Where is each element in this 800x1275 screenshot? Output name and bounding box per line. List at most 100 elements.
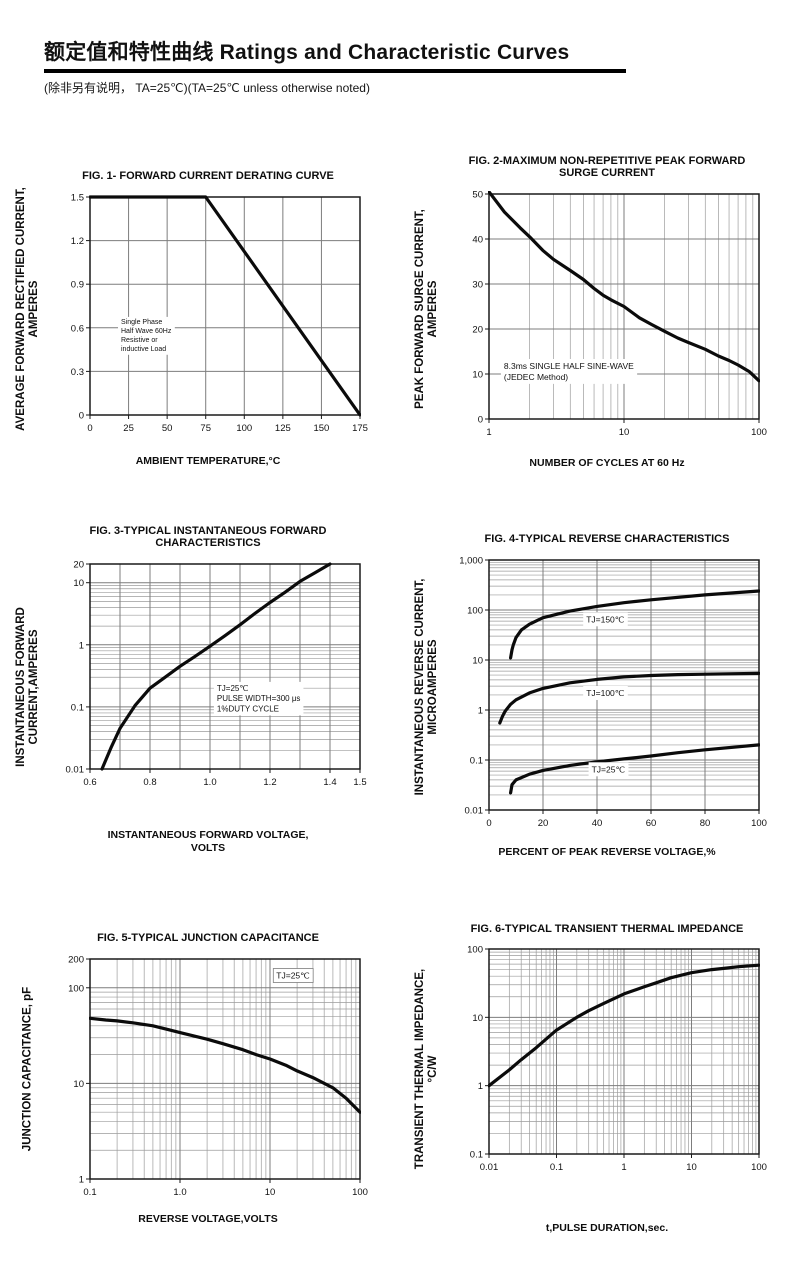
annotation-mask: [500, 359, 638, 384]
junction-capacitance-curve: [89, 1016, 361, 1114]
x-tick-label: 0.1: [550, 1162, 563, 1173]
y-tick-label: 1: [79, 1174, 84, 1185]
fig4-plot: 0 20 40 60 80 100 0.01 0.1 1 10 100 1,000 TJ=150℃ TJ=…: [459, 556, 767, 830]
y-tick-label: 50: [472, 190, 483, 201]
y-tick-label: 1: [79, 640, 84, 651]
x-tick-label: 0.6: [83, 777, 96, 788]
fig1-x-axis-label: AMBIENT TEMPERATURE,°C: [135, 454, 281, 467]
figure-6-typical-transient-thermal-impedance: TRANSIENT THERMAL IMPEDANCE, °C/W FIG. 6…: [409, 903, 790, 1235]
annotation: TJ=25℃: [588, 762, 629, 777]
fig5-main: FIG. 5-TYPICAL JUNCTION CAPACITANCE 0.1 1…: [46, 913, 370, 1226]
x-tick-label: 175: [352, 423, 368, 434]
fig2-y-axis-label-text: PEAK FORWARD SURGE CURRENT, AMPERES: [414, 209, 439, 409]
fig6-x-axis-label: t,PULSE DURATION,sec.: [545, 1222, 669, 1235]
x-tick-label: 100: [236, 423, 252, 434]
fig1-main: FIG. 1- FORWARD CURRENT DERATING CURVE 0…: [46, 151, 370, 468]
forward-characteristic-curve: [100, 562, 332, 771]
y-tick-label: 0.1: [470, 756, 483, 767]
x-tick-label: 1.0: [173, 1187, 186, 1198]
x-tick-label: 0: [486, 818, 491, 829]
y-tick-label: 0: [79, 410, 84, 421]
x-tick-label: 100: [751, 818, 767, 829]
x-tick-label: 125: [275, 423, 291, 434]
fig6-y-axis-label: TRANSIENT THERMAL IMPEDANCE, °C/W: [409, 909, 445, 1229]
fig2-plot: 1 10 100 0 10 20 30 40 50 8.3ms SINGLE HALF SINE-…: [472, 190, 767, 439]
fig1-plot: 0 25 50 75 100 125 150 175 0 0.3 0.6 0.9 1.2 1.5 Singl…: [71, 192, 368, 434]
tj-25c-curve: [509, 743, 760, 795]
annotation-mask: [583, 612, 628, 627]
x-tick-label: 20: [538, 818, 549, 829]
page-subtitle: (除非另有说明， TA=25℃)(TA=25℃ unless otherwise…: [44, 81, 370, 95]
annotation-line: inductive Load: [121, 345, 166, 352]
plot-frame: [89, 958, 361, 1180]
plot-frame: [89, 563, 361, 770]
y-tick-label: 10: [472, 1013, 483, 1024]
fig2-x-axis-label: NUMBER OF CYCLES AT 60 Hz: [529, 457, 685, 469]
y-tick-label: 0.9: [71, 279, 84, 290]
fig4-y-axis-label-text: INSTANTANEOUS REVERSE CURRENT, MICROAMPE…: [414, 578, 439, 796]
annotation-line: PULSE WIDTH=300 μs: [217, 694, 301, 703]
x-tick-label: 1: [621, 1162, 626, 1173]
fig3-title: FIG. 3-TYPICAL INSTANTANEOUS FORWARD CHA…: [89, 524, 327, 550]
y-tick-label: 1: [478, 1081, 483, 1092]
annotation: TJ=100℃: [583, 686, 628, 701]
fig2-title: FIG. 2-MAXIMUM NON-REPETITIVE PEAK FORWA…: [468, 154, 746, 180]
annotation-line: Half Wave 60Hz: [121, 327, 172, 334]
title-underline: 额定值和特性曲线 Ratings and Characteristic Curv…: [44, 36, 626, 73]
y-tick-label: 30: [472, 280, 483, 291]
plot-frame: [89, 195, 361, 416]
fig3-main: FIG. 3-TYPICAL INSTANTANEOUS FORWARD CHA…: [46, 518, 370, 855]
y-tick-label: 0.3: [71, 366, 84, 377]
x-tick-label: 100: [352, 1187, 368, 1198]
annotation-mask: [583, 686, 628, 701]
x-tick-label: 1.2: [263, 777, 276, 788]
annotation-line: Resistive or: [121, 336, 158, 343]
annotation-line: TJ=25℃: [276, 970, 310, 980]
x-tick-label: 25: [123, 423, 134, 434]
x-tick-label: 100: [751, 427, 767, 438]
x-tick-label: 150: [313, 423, 329, 434]
y-tick-label: 0: [478, 415, 483, 426]
y-tick-label: 100: [467, 945, 483, 956]
fig4-main: FIG. 4-TYPICAL REVERSE CHARACTERISTICS 0…: [445, 514, 769, 859]
figure-1-forward-current-derating: AVERAGE FORWARD RECTIFIED CURRENT, AMPER…: [10, 148, 391, 470]
fig3-x-axis-label: INSTANTANEOUS FORWARD VOLTAGE, VOLTS: [107, 829, 309, 855]
fig5-plot: 0.1 1.0 10 100 1 10 100 200 TJ=25℃: [68, 954, 368, 1198]
y-tick-label: 1.5: [71, 192, 84, 203]
fig5-title: FIG. 5-TYPICAL JUNCTION CAPACITANCE: [97, 932, 319, 945]
y-tick-label: 100: [68, 983, 84, 994]
surge-current-curve: [488, 191, 760, 383]
fig6-title: FIG. 6-TYPICAL TRANSIENT THERMAL IMPEDAN…: [470, 922, 744, 935]
fig4-title: FIG. 4-TYPICAL REVERSE CHARACTERISTICS: [484, 533, 730, 546]
fig5-y-axis-label: JUNCTION CAPACITANCE, pF: [10, 909, 46, 1229]
annotation-line: TJ=100℃: [586, 688, 625, 698]
annotation-line: TJ=25℃: [592, 764, 626, 774]
annotation-line: 1%DUTY CYCLE: [217, 704, 279, 713]
figure-2-peak-forward-surge-current: PEAK FORWARD SURGE CURRENT, AMPERES FIG.…: [409, 148, 790, 470]
x-tick-label: 1.0: [203, 777, 216, 788]
annotation-line: Single Phase: [121, 318, 162, 325]
figure-5-typical-junction-capacitance: JUNCTION CAPACITANCE, pF FIG. 5-TYPICAL …: [10, 903, 391, 1235]
x-tick-label: 60: [646, 818, 657, 829]
y-tick-label: 20: [472, 325, 483, 336]
annotation: 8.3ms SINGLE HALF SINE-WAVE(JEDEC Method…: [500, 359, 638, 384]
y-tick-label: 0.6: [71, 323, 84, 334]
plot-frame: [488, 559, 760, 811]
annotation-line: TJ=25℃: [217, 684, 248, 693]
thermal-impedance-curve: [488, 963, 760, 1088]
annotation-mask: [272, 967, 314, 983]
x-tick-label: 1: [486, 427, 491, 438]
annotation-line: (JEDEC Method): [504, 372, 568, 382]
annotation: Single Phase Half Wave 60Hz Resistive or in…: [118, 316, 175, 355]
fig1-y-axis-label: AVERAGE FORWARD RECTIFIED CURRENT, AMPER…: [10, 149, 46, 469]
y-tick-label: 20: [73, 560, 84, 571]
fig2-main: FIG. 2-MAXIMUM NON-REPETITIVE PEAK FORWA…: [445, 148, 769, 470]
x-tick-label: 10: [686, 1162, 697, 1173]
y-tick-label: 10: [73, 578, 84, 589]
y-tick-label: 1,000: [459, 556, 483, 567]
fig3-plot: 0.6 0.8 1.0 1.2 1.4 1.5 0.01 0.1 1 10 20 TJ=25℃PULS…: [66, 560, 367, 789]
page-header: 额定值和特性曲线 Ratings and Characteristic Curv…: [0, 36, 800, 96]
x-tick-label: 0.01: [480, 1162, 499, 1173]
